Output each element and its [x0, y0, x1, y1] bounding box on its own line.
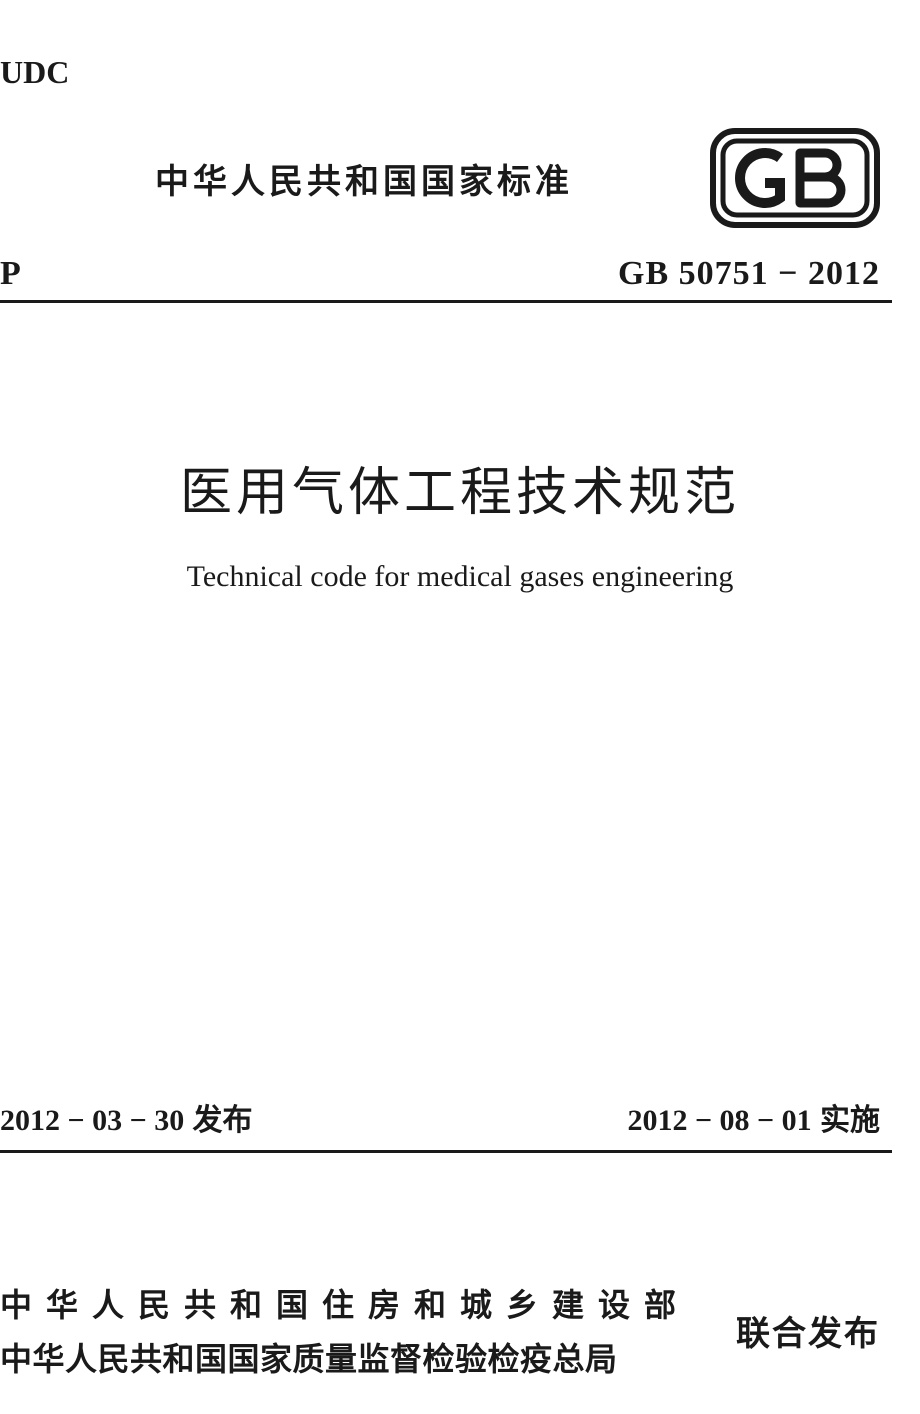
- date-row: 2012 − 03 − 30 发布 2012 − 08 − 01 实施: [0, 1095, 880, 1139]
- joint-publish-label: 联合发布: [736, 1306, 880, 1355]
- issue-label: 发布: [193, 1104, 253, 1137]
- gb-logo-icon: [710, 128, 880, 228]
- standard-code: GB 50751 − 2012: [618, 255, 880, 293]
- udc-label: UDC: [0, 54, 69, 91]
- bottom-divider: [0, 1150, 892, 1153]
- document-page: UDC 中华人民共和国国家标准 P GB 50751 − 2012 医用气体工程…: [0, 0, 920, 1414]
- title-chinese: 医用气体工程技术规范: [0, 450, 920, 525]
- title-english: Technical code for medical gases enginee…: [0, 560, 920, 594]
- issue-date-block: 2012 − 03 − 30 发布: [0, 1095, 253, 1139]
- p-classification-label: P: [0, 255, 21, 293]
- publishers-block: 中华人民共和国住房和城乡建设部 中华人民共和国国家质量监督检验检疫总局 联合发布: [0, 1280, 880, 1380]
- effective-label: 实施: [820, 1104, 880, 1137]
- standard-organization: 中华人民共和国国家标准: [155, 154, 573, 203]
- header-row: 中华人民共和国国家标准: [0, 128, 880, 228]
- effective-date: 2012 − 08 − 01: [627, 1104, 811, 1137]
- issue-date: 2012 − 03 − 30: [0, 1104, 184, 1137]
- top-divider: [0, 300, 892, 303]
- publisher-line-2: 中华人民共和国国家质量监督检验检疫总局: [0, 1334, 690, 1380]
- effective-date-block: 2012 − 08 − 01 实施: [627, 1095, 880, 1139]
- publisher-line-1: 中华人民共和国住房和城乡建设部: [0, 1280, 690, 1326]
- publisher-lines: 中华人民共和国住房和城乡建设部 中华人民共和国国家质量监督检验检疫总局: [0, 1280, 690, 1380]
